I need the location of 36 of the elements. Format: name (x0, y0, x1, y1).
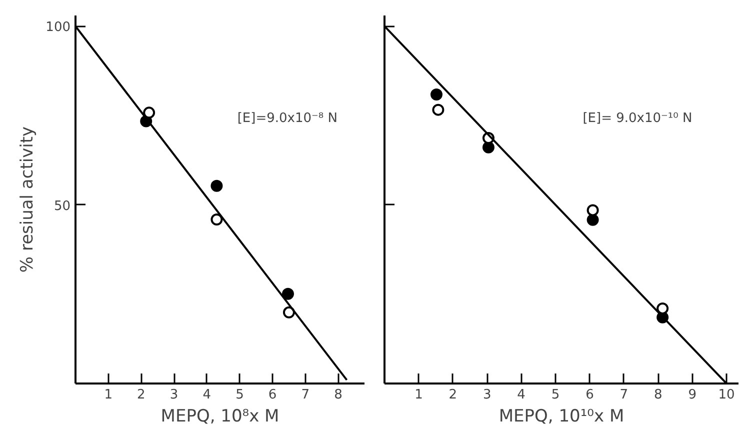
point (143, 106, 156, 119)
x-axis-title: MEPQ, 10⁸x M (160, 406, 280, 426)
annotation: [E]=9.0x10⁻⁸ N (237, 110, 338, 126)
point (282, 306, 295, 318)
y-tick-label: 100 (46, 20, 71, 36)
x-tick-label: 5 (551, 388, 560, 402)
x-tick-label: 8 (654, 388, 662, 402)
point (430, 88, 442, 100)
y-axis-title: % resiual activity (18, 126, 38, 273)
point (656, 302, 669, 314)
x-tick-label: 9 (688, 388, 696, 402)
x-axis-title: MEPQ, 10¹⁰x M (498, 406, 624, 426)
annotation: [E]= 9.0x10⁻¹⁰ N (582, 110, 692, 126)
x-tick-label: 4 (202, 388, 212, 402)
y-tick-label: 50 (54, 198, 71, 214)
x-tick-label: 4 (517, 388, 526, 402)
x-tick-label: 8 (334, 388, 342, 402)
x-tick-label: 6 (586, 388, 594, 402)
x-tick-label: 3 (482, 388, 492, 402)
x-tick-label: 3 (170, 388, 178, 402)
x-tick-label: 1 (104, 388, 112, 402)
x-tick-label: 6 (268, 388, 277, 402)
x-tick-label: 7 (301, 388, 310, 402)
point (586, 214, 599, 226)
x-tick-label: 2 (137, 388, 146, 402)
x-tick-label: 1 (414, 388, 423, 402)
x-tick-label: 5 (236, 388, 244, 402)
point (482, 141, 494, 154)
x-tick-label: 2 (448, 388, 458, 402)
point (282, 288, 294, 300)
x-tick-label: 10 (718, 388, 735, 402)
point (210, 214, 223, 226)
x-tick-label: 7 (620, 388, 628, 402)
point (210, 180, 223, 192)
point (586, 204, 599, 216)
point (432, 104, 444, 116)
